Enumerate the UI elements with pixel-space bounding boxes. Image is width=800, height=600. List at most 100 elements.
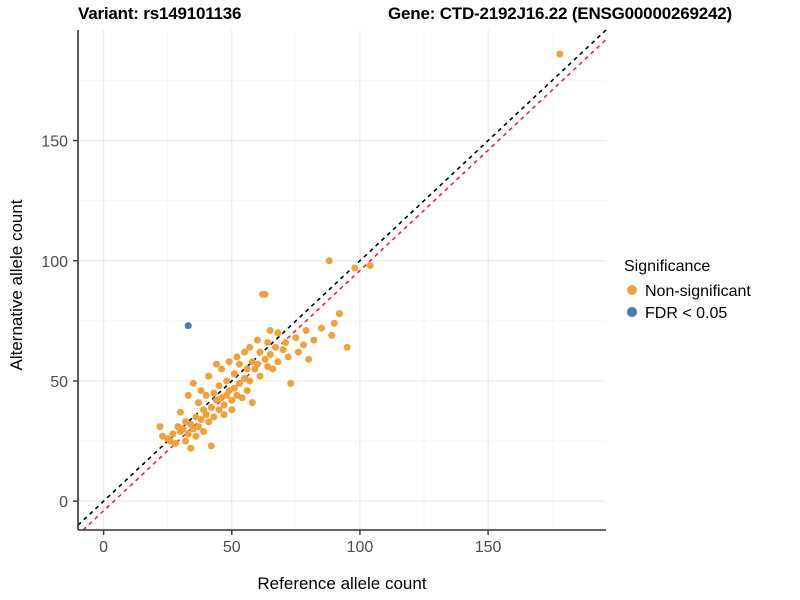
data-point bbox=[207, 442, 215, 450]
data-point bbox=[282, 339, 290, 346]
data-point bbox=[171, 439, 179, 447]
data-point bbox=[218, 365, 226, 373]
data-point bbox=[230, 370, 238, 378]
data-points-layer bbox=[156, 50, 564, 452]
data-point bbox=[223, 377, 231, 385]
x-tick-label: 50 bbox=[223, 539, 241, 556]
data-point bbox=[253, 336, 261, 344]
data-point bbox=[235, 379, 243, 387]
data-point bbox=[243, 387, 251, 395]
data-point bbox=[220, 401, 228, 409]
data-point bbox=[233, 353, 241, 361]
data-point bbox=[246, 343, 254, 351]
data-point bbox=[261, 290, 269, 298]
y-axis-title: Alternative allele count bbox=[7, 199, 26, 370]
data-point bbox=[184, 430, 192, 438]
data-point bbox=[294, 348, 302, 356]
x-axis-title: Reference allele count bbox=[257, 574, 426, 593]
x-tick-label: 0 bbox=[99, 539, 108, 556]
legend-key-dot bbox=[627, 307, 637, 317]
data-point bbox=[246, 377, 254, 385]
data-point bbox=[228, 396, 236, 404]
axis-lines bbox=[77, 30, 606, 531]
data-point bbox=[274, 329, 282, 337]
data-point bbox=[228, 406, 236, 414]
legend-items: Non-significant FDR < 0.05 bbox=[627, 283, 751, 322]
data-point bbox=[197, 415, 205, 423]
legend-item-label: Non-significant bbox=[645, 283, 751, 300]
data-point bbox=[279, 346, 287, 354]
data-point bbox=[189, 379, 197, 387]
legend-item-label: FDR < 0.05 bbox=[645, 305, 727, 322]
data-point bbox=[243, 365, 251, 373]
data-point bbox=[266, 351, 274, 359]
x-tick-label: 100 bbox=[347, 539, 374, 556]
panel-background bbox=[78, 30, 606, 530]
data-point bbox=[256, 372, 264, 380]
data-point bbox=[266, 326, 274, 334]
series-non-significant bbox=[156, 50, 564, 452]
data-point bbox=[305, 355, 313, 363]
data-point bbox=[261, 355, 269, 363]
axis-ticks bbox=[73, 139, 489, 535]
data-point bbox=[325, 257, 333, 265]
data-point bbox=[292, 334, 300, 342]
data-point bbox=[300, 341, 308, 349]
data-point bbox=[212, 360, 220, 368]
data-point bbox=[194, 399, 202, 407]
reference-lines bbox=[77, 29, 607, 531]
data-point bbox=[220, 411, 228, 419]
legend-title: Significance bbox=[624, 258, 710, 275]
data-point bbox=[248, 399, 256, 407]
data-point bbox=[235, 360, 243, 368]
data-point bbox=[179, 425, 187, 433]
data-point bbox=[177, 408, 185, 416]
data-point bbox=[210, 389, 218, 397]
data-point bbox=[351, 264, 359, 272]
data-point bbox=[184, 322, 192, 330]
gene-title: Gene: CTD-2192J16.22 (ENSG00000269242) bbox=[388, 4, 732, 23]
data-point bbox=[210, 413, 218, 421]
data-point bbox=[238, 394, 246, 402]
data-point bbox=[200, 427, 208, 435]
data-point bbox=[187, 444, 195, 452]
data-point bbox=[156, 423, 164, 431]
data-point bbox=[230, 384, 238, 392]
data-point bbox=[343, 343, 351, 351]
data-point bbox=[202, 391, 210, 399]
data-point bbox=[215, 406, 223, 414]
data-point bbox=[202, 411, 210, 419]
data-point bbox=[366, 262, 374, 270]
data-point bbox=[269, 365, 277, 373]
data-point bbox=[256, 348, 264, 356]
data-point bbox=[318, 324, 325, 332]
grid-minor-lines bbox=[78, 30, 606, 530]
data-point bbox=[225, 358, 233, 366]
axis-tick-labels: 0 50 100 150 0 50 100 150 bbox=[41, 134, 501, 556]
data-point bbox=[253, 360, 261, 368]
data-point bbox=[241, 348, 249, 356]
data-point bbox=[271, 343, 279, 351]
y-tick-label: 150 bbox=[41, 134, 68, 151]
data-point bbox=[330, 319, 338, 327]
data-point bbox=[192, 432, 200, 440]
data-point bbox=[207, 403, 215, 411]
data-point bbox=[182, 437, 190, 445]
data-point bbox=[328, 331, 336, 339]
series-fdr-significant bbox=[184, 322, 192, 330]
legend-key-dot bbox=[627, 285, 637, 295]
legend: Significance Non-significant FDR < 0.05 bbox=[624, 258, 751, 322]
x-tick-label: 150 bbox=[475, 539, 502, 556]
data-point bbox=[205, 372, 213, 380]
data-point bbox=[274, 358, 282, 366]
data-point bbox=[264, 339, 272, 346]
data-point bbox=[556, 50, 564, 58]
data-point bbox=[205, 418, 213, 426]
data-point bbox=[310, 336, 318, 344]
data-point bbox=[169, 430, 177, 438]
y-tick-label: 50 bbox=[50, 374, 68, 391]
grid-major-lines bbox=[78, 30, 606, 530]
data-point bbox=[184, 391, 192, 399]
